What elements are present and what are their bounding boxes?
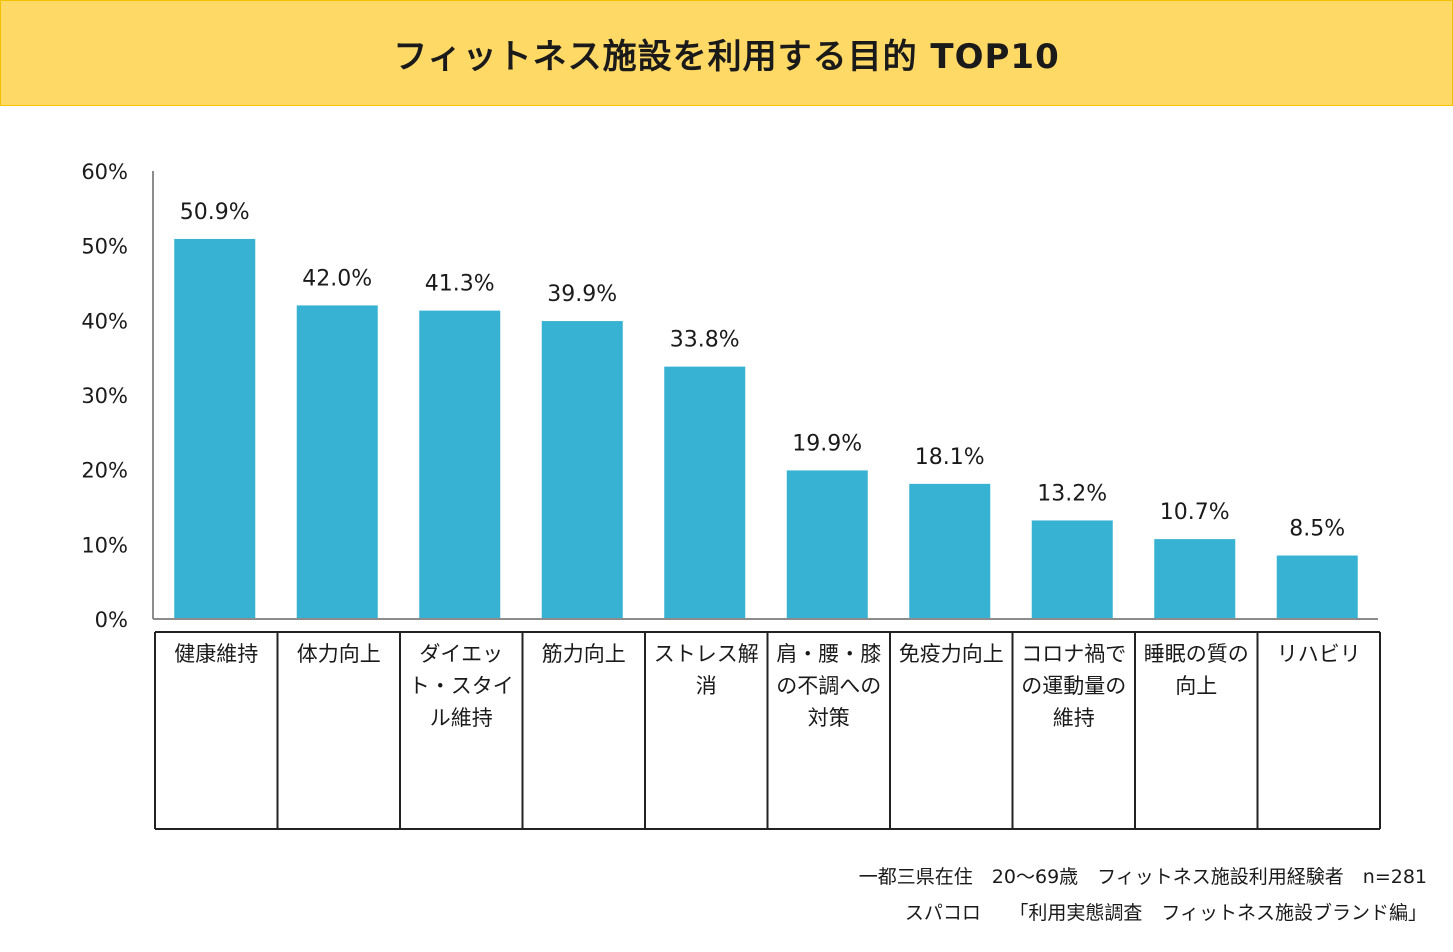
bar [909, 483, 991, 619]
data-label: 13.2% [1037, 481, 1107, 506]
data-label: 41.3% [425, 272, 495, 297]
y-tick-label: 40% [81, 309, 128, 333]
x-category-label: 肩・腰・膝の不調への対策 [776, 642, 882, 730]
data-label: 18.1% [915, 445, 985, 470]
y-tick-label: 20% [81, 459, 128, 483]
data-label: 39.9% [547, 282, 617, 307]
data-label: 10.7% [1160, 500, 1230, 525]
chart-title: フィットネス施設を利用する目的 TOP10 [393, 36, 1060, 77]
footnote-source: スパコロ 「利用実態調査 フィットネス施設ブランド編」 [904, 902, 1427, 924]
x-category-label: コロナ禍での運動量の維持 [1021, 642, 1127, 730]
data-label: 19.9% [792, 431, 862, 456]
x-category-label: 免疫力向上 [898, 642, 1004, 666]
y-tick-label: 10% [81, 533, 128, 557]
y-tick-label: 0% [95, 608, 128, 632]
bar [1154, 539, 1236, 619]
x-category-label: 睡眠の質の向上 [1143, 642, 1249, 698]
bar [541, 321, 623, 619]
x-category-label: リハビリ [1276, 642, 1361, 666]
x-category-label: 健康維持 [174, 642, 259, 666]
y-tick-label: 50% [81, 235, 128, 259]
x-category-label: 体力向上 [296, 642, 381, 666]
bar [1276, 555, 1358, 619]
bar [296, 305, 378, 619]
title-banner: フィットネス施設を利用する目的 TOP10 [0, 0, 1453, 106]
y-tick-label: 30% [81, 384, 128, 408]
bar [174, 238, 256, 620]
x-category-label: ストレス解消 [653, 642, 759, 698]
bar [786, 470, 868, 619]
bar [419, 310, 501, 619]
data-label: 8.5% [1289, 517, 1345, 542]
y-tick-label: 60% [81, 160, 128, 184]
data-label: 42.0% [302, 266, 372, 291]
x-category-label: 筋力向上 [541, 642, 626, 666]
data-label: 33.8% [670, 328, 740, 353]
bar [1031, 520, 1113, 619]
x-category-label: ダイエット・スタイル維持 [408, 642, 514, 730]
footnote-sample: 一都三県在住 20～69歳 フィットネス施設利用経験者 n=281 [858, 866, 1427, 888]
data-label: 50.9% [180, 200, 250, 225]
bar [664, 366, 746, 619]
